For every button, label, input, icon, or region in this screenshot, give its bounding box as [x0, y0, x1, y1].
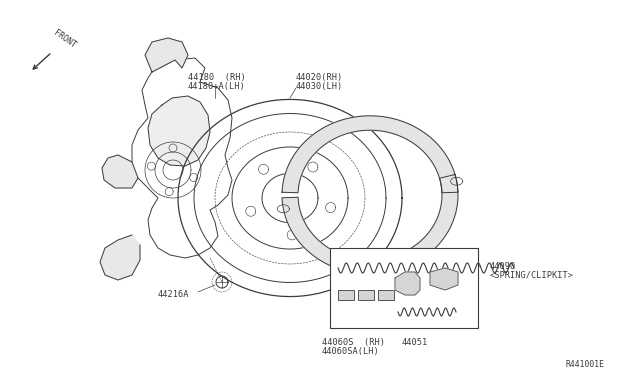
- Polygon shape: [282, 174, 458, 274]
- Polygon shape: [430, 268, 458, 290]
- Text: FRONT: FRONT: [52, 28, 77, 50]
- Text: 44180+A(LH): 44180+A(LH): [188, 82, 246, 91]
- Text: 44060S  (RH): 44060S (RH): [322, 338, 385, 347]
- Polygon shape: [100, 235, 140, 280]
- Text: 44200: 44200: [362, 295, 388, 304]
- Text: 44090: 44090: [490, 262, 516, 271]
- Text: <SPRING/CLIPKIT>: <SPRING/CLIPKIT>: [490, 271, 574, 280]
- Bar: [378, 290, 394, 300]
- Text: 44051: 44051: [402, 338, 428, 347]
- Bar: [358, 290, 374, 300]
- Text: 44020(RH): 44020(RH): [296, 73, 343, 82]
- Polygon shape: [282, 116, 458, 193]
- Polygon shape: [102, 155, 138, 188]
- Bar: [338, 290, 354, 300]
- Text: 44060SA(LH): 44060SA(LH): [322, 347, 380, 356]
- Bar: [330, 248, 478, 328]
- Polygon shape: [395, 272, 420, 295]
- Polygon shape: [132, 58, 232, 258]
- Text: 44030(LH): 44030(LH): [296, 82, 343, 91]
- Polygon shape: [145, 38, 188, 72]
- Text: 44180  (RH): 44180 (RH): [188, 73, 246, 82]
- Polygon shape: [148, 96, 210, 166]
- Text: 44216A: 44216A: [158, 290, 189, 299]
- Text: R441001E: R441001E: [565, 360, 604, 369]
